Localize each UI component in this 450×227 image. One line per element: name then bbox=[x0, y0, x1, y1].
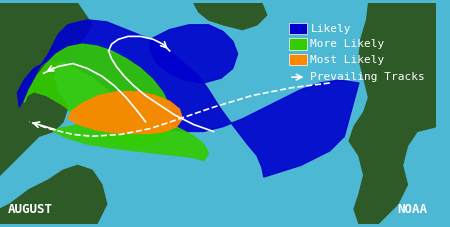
Polygon shape bbox=[18, 20, 359, 177]
Polygon shape bbox=[349, 3, 436, 224]
Text: More Likely: More Likely bbox=[310, 39, 385, 49]
Polygon shape bbox=[0, 3, 92, 175]
Polygon shape bbox=[150, 25, 238, 83]
Bar bbox=[289, 23, 306, 35]
Polygon shape bbox=[54, 115, 208, 160]
Bar bbox=[289, 38, 306, 50]
Polygon shape bbox=[0, 165, 107, 224]
Polygon shape bbox=[24, 44, 173, 146]
Text: Prevailing Tracks: Prevailing Tracks bbox=[310, 72, 425, 82]
Text: Likely: Likely bbox=[310, 24, 351, 34]
Text: NOAA: NOAA bbox=[397, 203, 427, 216]
Text: Most Likely: Most Likely bbox=[310, 55, 385, 65]
Polygon shape bbox=[194, 3, 267, 30]
Polygon shape bbox=[68, 92, 182, 133]
Text: AUGUST: AUGUST bbox=[8, 203, 53, 216]
Bar bbox=[289, 54, 306, 65]
